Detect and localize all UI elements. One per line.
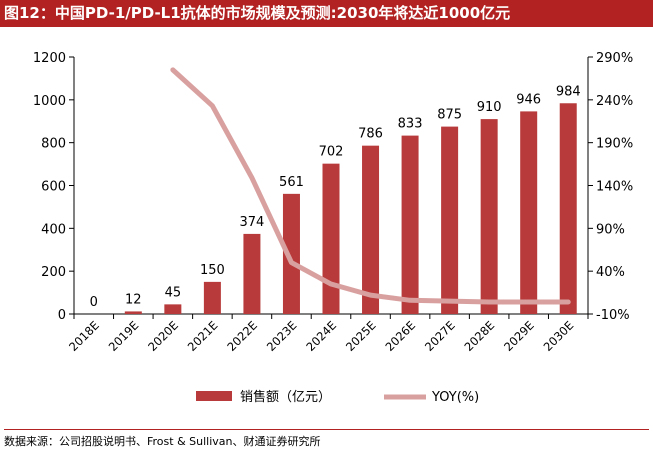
x-axis-category-label: 2027E	[422, 318, 458, 354]
sales-bar	[401, 135, 419, 314]
left-axis-tick-label: 0	[58, 308, 66, 323]
left-axis-tick-label: 400	[41, 222, 66, 237]
sales-bar	[243, 233, 261, 314]
sales-bar	[559, 103, 577, 314]
left-axis-tick-label: 800	[41, 137, 66, 152]
chart-canvas: 0 200 400 600 800 1000 1200 -10% 40% 90% 140% 190% 2…	[33, 51, 633, 405]
legend-bar-swatch	[196, 391, 232, 401]
x-axis-category-label: 2022E	[224, 318, 260, 354]
x-axis-category-label: 2028E	[462, 318, 498, 354]
right-axis-tick-label: 240%	[596, 94, 633, 109]
bar-value-label: 984	[556, 84, 581, 99]
x-axis-category-label: 2026E	[382, 318, 418, 354]
bar-value-label: 12	[125, 292, 142, 307]
bar-value-label: 561	[279, 175, 304, 190]
sales-bar	[282, 193, 300, 314]
sales-bar	[480, 119, 498, 314]
x-axis-category-label: 2029E	[501, 318, 537, 354]
bar-value-label: 45	[165, 285, 182, 300]
right-axis-tick-label: -10%	[596, 308, 630, 323]
bar-value-label: 0	[90, 295, 98, 310]
x-axis-category-label: 2025E	[343, 318, 379, 354]
bar-value-label: 702	[319, 145, 344, 160]
bar-value-label: 150	[200, 263, 225, 278]
x-axis-category-label: 2019E	[106, 318, 142, 354]
bar-value-label: 875	[437, 108, 462, 123]
bar-value-label: 374	[240, 215, 265, 230]
right-axis-tick-label: 290%	[596, 51, 633, 66]
bar-value-label: 833	[398, 117, 423, 132]
sales-bar	[203, 281, 221, 314]
right-axis-tick-label: 40%	[596, 265, 625, 280]
x-axis-category-label: 2024E	[303, 318, 339, 354]
left-axis-tick-label: 1000	[33, 94, 66, 109]
sales-bar	[124, 311, 142, 314]
x-axis-category-label: 2023E	[264, 318, 300, 354]
sales-bar	[164, 304, 182, 314]
legend-line-label: YOY(%)	[431, 390, 479, 405]
bar-value-label: 910	[477, 100, 502, 115]
sales-bar	[362, 145, 380, 314]
left-axis-tick-label: 1200	[33, 51, 66, 66]
yoy-line	[170, 67, 571, 305]
sales-bar	[441, 126, 459, 315]
sales-bar	[520, 111, 538, 314]
left-axis-tick-label: 600	[41, 180, 66, 195]
right-axis-tick-label: 90%	[596, 222, 625, 237]
bar-value-label: 786	[358, 127, 383, 142]
bar-value-label: 946	[516, 92, 541, 107]
right-axis-tick-label: 190%	[596, 137, 633, 152]
x-axis-category-label: 2021E	[185, 318, 221, 354]
x-axis-category-label: 2018E	[66, 318, 102, 354]
source-note: 数据来源：公司招股说明书、Frost & Sullivan、财通证券研究所	[4, 429, 649, 451]
x-axis-category-label: 2020E	[145, 318, 181, 354]
chart-title: 图12：中国PD-1/PD-L1抗体的市场规模及预测:2030年将达近1000亿…	[0, 0, 653, 27]
left-axis-tick-label: 200	[41, 265, 66, 280]
x-axis-category-label: 2030E	[541, 318, 577, 354]
right-axis-tick-label: 140%	[596, 180, 633, 195]
legend-bar-label: 销售额（亿元）	[240, 389, 331, 405]
sales-bar	[322, 163, 340, 314]
